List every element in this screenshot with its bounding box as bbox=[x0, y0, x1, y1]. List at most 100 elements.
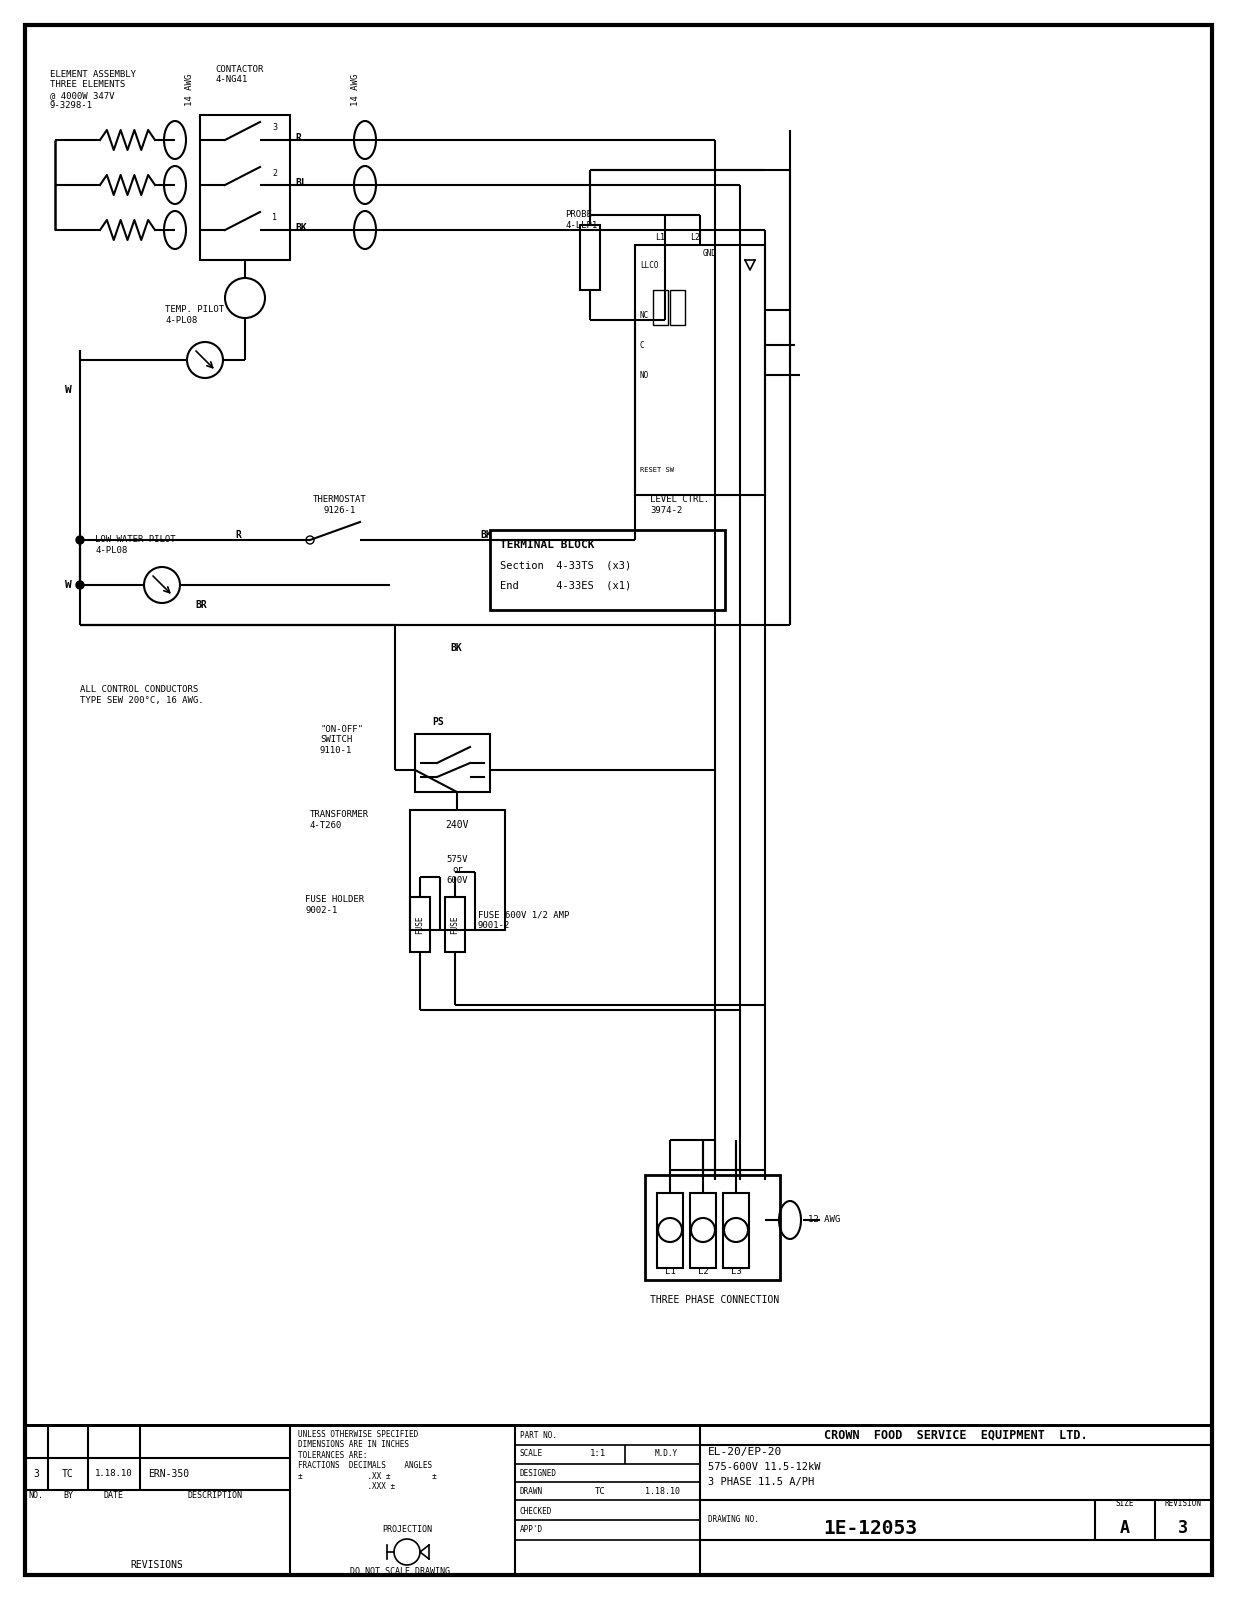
Text: DO NOT SCALE DRAWING: DO NOT SCALE DRAWING bbox=[350, 1568, 450, 1576]
Text: NC: NC bbox=[640, 310, 649, 320]
Bar bbox=[490, 530, 725, 610]
Text: NO: NO bbox=[640, 371, 649, 379]
Text: CROWN  FOOD  SERVICE  EQUIPMENT  LTD.: CROWN FOOD SERVICE EQUIPMENT LTD. bbox=[824, 1429, 1087, 1442]
Text: LLCO: LLCO bbox=[640, 261, 658, 269]
Text: 575V
or
600V: 575V or 600V bbox=[447, 854, 469, 885]
Text: CONTACTOR
4-NG41: CONTACTOR 4-NG41 bbox=[215, 66, 263, 85]
Bar bbox=[635, 245, 764, 494]
Text: PS: PS bbox=[432, 717, 444, 726]
Text: SIZE: SIZE bbox=[1116, 1499, 1134, 1509]
Bar bbox=[653, 290, 668, 325]
Text: DRAWING NO.: DRAWING NO. bbox=[708, 1515, 758, 1525]
Text: L3: L3 bbox=[731, 1267, 741, 1277]
Text: DESIGNED: DESIGNED bbox=[520, 1469, 557, 1477]
Text: FUSE 600V 1/2 AMP
9001-2: FUSE 600V 1/2 AMP 9001-2 bbox=[477, 910, 569, 930]
Text: L1: L1 bbox=[664, 1267, 675, 1277]
Bar bbox=[722, 1194, 748, 1267]
Bar bbox=[657, 1194, 683, 1267]
Text: L2: L2 bbox=[698, 1267, 709, 1277]
Text: LOW WATER PILOT
4-PL08: LOW WATER PILOT 4-PL08 bbox=[95, 536, 176, 555]
Text: ELEMENT ASSEMBLY
THREE ELEMENTS
@ 4000W 347V
9-3298-1: ELEMENT ASSEMBLY THREE ELEMENTS @ 4000W … bbox=[49, 70, 136, 110]
Text: BK: BK bbox=[450, 643, 461, 653]
Circle shape bbox=[143, 566, 181, 603]
Text: REVISIONS: REVISIONS bbox=[131, 1560, 183, 1570]
Text: UNLESS OTHERWISE SPECIFIED
DIMENSIONS ARE IN INCHES
TOLERANCES ARE:
FRACTIONS  D: UNLESS OTHERWISE SPECIFIED DIMENSIONS AR… bbox=[298, 1430, 437, 1491]
Circle shape bbox=[395, 1539, 421, 1565]
Text: 1:1: 1:1 bbox=[590, 1448, 606, 1458]
Text: ALL CONTROL CONDUCTORS
TYPE SEW 200°C, 16 AWG.: ALL CONTROL CONDUCTORS TYPE SEW 200°C, 1… bbox=[80, 685, 204, 704]
Bar bbox=[644, 1174, 781, 1280]
Text: ERN-350: ERN-350 bbox=[148, 1469, 189, 1478]
Circle shape bbox=[724, 1218, 748, 1242]
Text: TC: TC bbox=[62, 1469, 74, 1478]
Text: BK: BK bbox=[480, 530, 492, 541]
Text: 1.18.10: 1.18.10 bbox=[95, 1469, 132, 1478]
Text: 575-600V 11.5-12kW: 575-600V 11.5-12kW bbox=[708, 1462, 820, 1472]
Text: 12 AWG: 12 AWG bbox=[808, 1216, 840, 1224]
Text: 3: 3 bbox=[272, 123, 277, 133]
Bar bbox=[690, 1194, 716, 1267]
Bar bbox=[409, 810, 505, 930]
Text: Section  4-33TS  (x3): Section 4-33TS (x3) bbox=[500, 560, 631, 570]
Text: THERMOSTAT
9126-1: THERMOSTAT 9126-1 bbox=[313, 496, 367, 515]
Circle shape bbox=[691, 1218, 715, 1242]
Text: End      4-33ES  (x1): End 4-33ES (x1) bbox=[500, 579, 631, 590]
Text: EL-20/EP-20: EL-20/EP-20 bbox=[708, 1446, 782, 1458]
Text: W: W bbox=[66, 579, 72, 590]
Text: DRAWN: DRAWN bbox=[520, 1486, 543, 1496]
Bar bbox=[25, 1426, 1212, 1574]
Text: TC: TC bbox=[595, 1486, 606, 1496]
Text: PROBE
4-LLP1: PROBE 4-LLP1 bbox=[565, 210, 597, 230]
Text: 2: 2 bbox=[272, 168, 277, 178]
Text: 240V: 240V bbox=[445, 819, 469, 830]
Text: BK: BK bbox=[294, 222, 307, 234]
Text: SCALE: SCALE bbox=[520, 1448, 543, 1458]
Circle shape bbox=[75, 536, 84, 544]
Text: 14 AWG: 14 AWG bbox=[186, 74, 194, 106]
Text: FUSE: FUSE bbox=[416, 915, 424, 934]
Text: FUSE HOLDER
9002-1: FUSE HOLDER 9002-1 bbox=[306, 896, 364, 915]
Text: THREE PHASE CONNECTION: THREE PHASE CONNECTION bbox=[651, 1294, 779, 1306]
Text: C: C bbox=[640, 341, 644, 349]
Text: R: R bbox=[294, 133, 301, 142]
Bar bbox=[580, 226, 600, 290]
Bar bbox=[670, 290, 685, 325]
Text: 1.18.10: 1.18.10 bbox=[644, 1486, 680, 1496]
Text: NO.: NO. bbox=[28, 1491, 43, 1499]
Text: 1E-12053: 1E-12053 bbox=[823, 1518, 917, 1538]
Text: RESET SW: RESET SW bbox=[640, 467, 674, 474]
Text: FUSE: FUSE bbox=[450, 915, 459, 934]
Text: L1: L1 bbox=[656, 232, 666, 242]
Bar bbox=[409, 898, 430, 952]
Text: 1: 1 bbox=[272, 213, 277, 222]
Text: LEVEL CTRL.
3974-2: LEVEL CTRL. 3974-2 bbox=[649, 496, 709, 515]
Text: L2: L2 bbox=[690, 232, 700, 242]
Circle shape bbox=[658, 1218, 682, 1242]
Text: "ON-OFF"
SWITCH
9110-1: "ON-OFF" SWITCH 9110-1 bbox=[320, 725, 362, 755]
Text: DATE: DATE bbox=[104, 1491, 124, 1499]
Text: TRANSFORMER
4-T260: TRANSFORMER 4-T260 bbox=[310, 810, 369, 830]
Circle shape bbox=[306, 536, 314, 544]
Text: 3: 3 bbox=[1178, 1518, 1188, 1538]
Text: PROJECTION: PROJECTION bbox=[382, 1525, 432, 1534]
Bar bbox=[200, 115, 289, 259]
Text: GND: GND bbox=[703, 248, 717, 258]
Text: 14 AWG: 14 AWG bbox=[350, 74, 360, 106]
Text: PART NO.: PART NO. bbox=[520, 1430, 557, 1440]
Text: W: W bbox=[66, 386, 72, 395]
Bar bbox=[445, 898, 465, 952]
Text: BL: BL bbox=[294, 178, 307, 187]
Text: CHECKED: CHECKED bbox=[520, 1507, 553, 1515]
Text: BY: BY bbox=[63, 1491, 73, 1499]
Circle shape bbox=[187, 342, 223, 378]
Text: R: R bbox=[235, 530, 241, 541]
Text: TERMINAL BLOCK: TERMINAL BLOCK bbox=[500, 541, 595, 550]
Text: REVISION: REVISION bbox=[1164, 1499, 1201, 1509]
Text: DESCRIPTION: DESCRIPTION bbox=[188, 1491, 242, 1499]
Text: BR: BR bbox=[195, 600, 207, 610]
Text: 3: 3 bbox=[33, 1469, 38, 1478]
Circle shape bbox=[225, 278, 265, 318]
Text: M.D.Y: M.D.Y bbox=[656, 1448, 678, 1458]
Circle shape bbox=[75, 581, 84, 589]
Text: A: A bbox=[1119, 1518, 1131, 1538]
